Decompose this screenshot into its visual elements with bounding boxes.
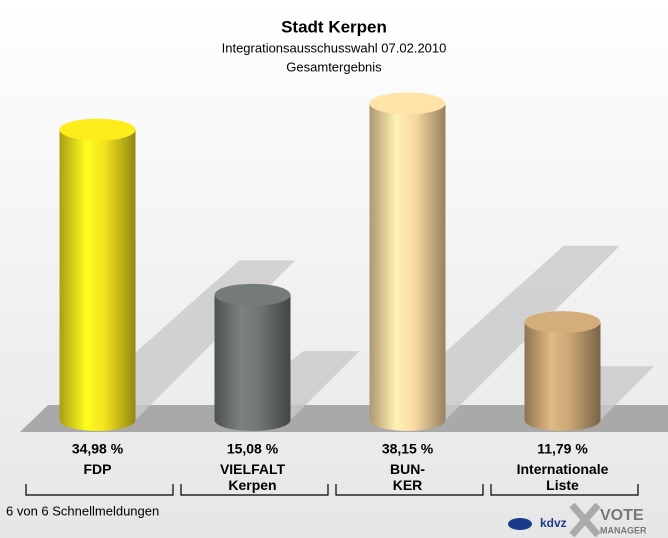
bar-top <box>369 92 446 115</box>
logo-text: MANAGER <box>600 525 647 535</box>
category-bracket <box>25 484 174 496</box>
logo-x <box>569 502 601 538</box>
bar <box>369 92 446 432</box>
category-bracket <box>180 484 329 496</box>
bar <box>524 311 601 432</box>
x-tick-label: Internationale Liste <box>517 461 609 493</box>
bar-body <box>524 322 601 432</box>
category-bracket <box>490 484 639 496</box>
bar <box>214 283 291 432</box>
x-tick-label: FDP <box>84 461 112 477</box>
logo-text: kdvz <box>540 516 567 530</box>
bar-top <box>59 118 136 141</box>
logo: kdvz VOTE MANAGER <box>508 502 647 538</box>
chart-subtitle: Integrationsausschusswahl 07.02.2010 <box>222 40 447 55</box>
bar-top <box>214 283 291 306</box>
logo-text: VOTE <box>600 507 644 524</box>
footer: 6 von 6 Schnellmeldungen <box>6 503 159 518</box>
bar-body <box>59 129 136 432</box>
chart-title: Stadt Kerpen <box>281 17 387 36</box>
logo-mark <box>508 518 532 530</box>
value-label: 38,15 % <box>382 441 434 457</box>
x-tick-label: BUN-KER <box>390 461 425 493</box>
bar-top <box>524 311 601 334</box>
floor <box>20 405 668 432</box>
bar <box>59 118 136 432</box>
value-label: 15,08 % <box>227 441 279 457</box>
chart-subtitle: Gesamtergebnis <box>286 59 382 74</box>
bar-body <box>369 103 446 432</box>
category-bracket <box>335 484 484 496</box>
value-label: 34,98 % <box>72 441 124 457</box>
value-label: 11,79 % <box>537 441 588 457</box>
x-tick-label: VIELFALT Kerpen <box>220 461 286 493</box>
bar-body <box>214 294 291 432</box>
